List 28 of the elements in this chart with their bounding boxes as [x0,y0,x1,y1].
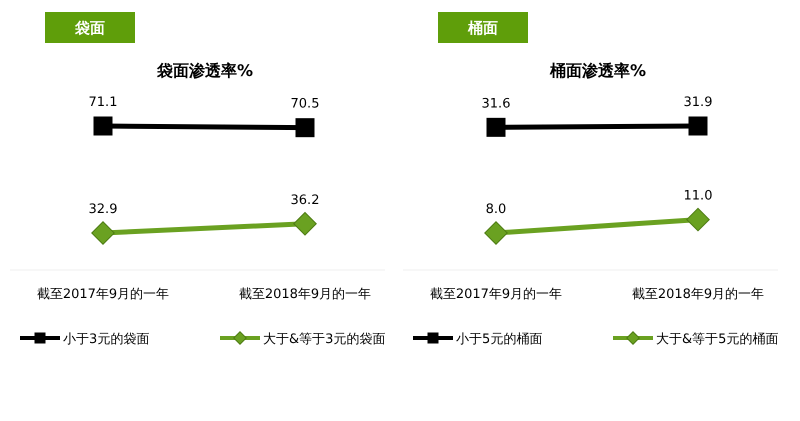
data-label: 71.1 [88,95,118,110]
x-tick-label: 截至2018年9月的一年 [238,287,372,302]
chart-title: 桶面 [467,19,498,37]
chart-title: 袋面 [74,19,105,37]
legend-label: 大于&等于5元的桶面 [656,332,778,347]
data-label: 8.0 [486,202,506,217]
point [94,116,112,136]
point [486,118,506,137]
data-label: 36.2 [290,192,320,208]
x-tick-label: 截至2017年9月的一年 [36,287,170,302]
data-label: 31.6 [482,96,510,112]
point [91,221,115,245]
x-tick-label: 截至2018年9月的一年 [632,287,764,302]
point [296,118,314,138]
legend-label: 小于3元的袋面 [63,332,150,347]
data-label: 32.9 [88,202,118,217]
legend-label: 小于5元的桶面 [456,332,542,347]
data-label: 31.9 [684,95,712,110]
legend-label: 大于&等于3元的袋面 [263,332,386,347]
point [484,221,508,245]
point [688,116,708,136]
data-label: 70.5 [290,96,320,112]
chart-subtitle: 袋面渗透率% [156,61,254,80]
x-tick-label: 截至2017年9月的一年 [430,287,562,302]
chart-subtitle: 桶面渗透率% [548,61,646,80]
point [293,212,317,236]
data-label: 11.0 [684,188,712,204]
point [686,208,710,232]
